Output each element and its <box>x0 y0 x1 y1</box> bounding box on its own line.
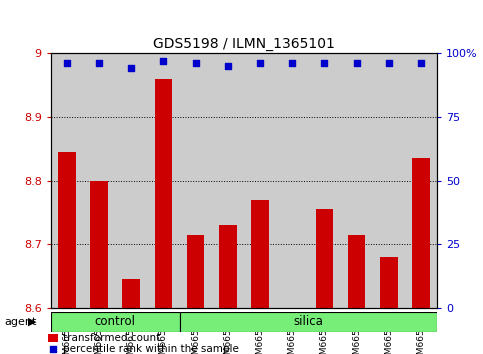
Point <box>256 61 264 66</box>
Bar <box>155 79 172 308</box>
Point <box>321 61 328 66</box>
Point <box>341 298 349 304</box>
FancyBboxPatch shape <box>51 312 180 332</box>
Point <box>288 61 296 66</box>
Bar <box>315 209 333 308</box>
Text: transformed count: transformed count <box>63 333 160 343</box>
Point <box>192 61 199 66</box>
Point <box>224 63 232 69</box>
Bar <box>187 235 204 308</box>
Text: silica: silica <box>293 315 323 328</box>
FancyBboxPatch shape <box>180 312 437 332</box>
Bar <box>348 235 366 308</box>
Bar <box>380 257 398 308</box>
Point <box>128 65 135 71</box>
Bar <box>122 279 140 308</box>
Bar <box>90 181 108 308</box>
Point <box>417 61 425 66</box>
Bar <box>219 225 237 308</box>
Point <box>385 61 393 66</box>
Bar <box>58 152 76 308</box>
Bar <box>48 334 58 342</box>
Point <box>95 61 103 66</box>
Bar <box>251 200 269 308</box>
Text: ▶: ▶ <box>28 317 36 327</box>
Text: agent: agent <box>5 317 37 327</box>
Text: percentile rank within the sample: percentile rank within the sample <box>63 344 239 354</box>
Text: control: control <box>95 315 136 328</box>
Point <box>63 61 71 66</box>
Bar <box>412 158 430 308</box>
Point <box>353 61 360 66</box>
Point <box>159 58 167 64</box>
Title: GDS5198 / ILMN_1365101: GDS5198 / ILMN_1365101 <box>153 37 335 51</box>
